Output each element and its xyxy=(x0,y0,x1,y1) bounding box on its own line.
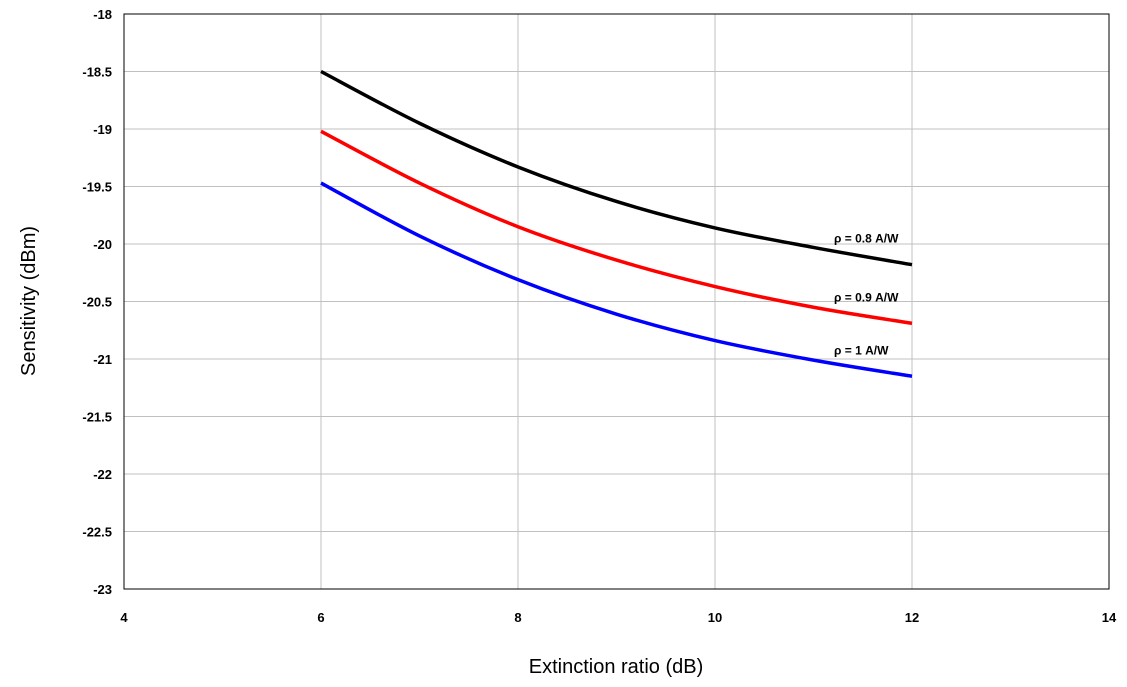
y-tick-label: -19.5 xyxy=(82,180,112,195)
series-line-3 xyxy=(320,181,913,378)
x-tick-label: 12 xyxy=(905,610,919,625)
x-tick-label: 6 xyxy=(317,610,324,625)
y-tick-label: -18.5 xyxy=(82,65,112,80)
y-tick-label: -18 xyxy=(93,7,112,22)
y-tick-label: -23 xyxy=(93,582,112,597)
y-tick-label: -20.5 xyxy=(82,295,112,310)
y-tick-label: -22 xyxy=(93,467,112,482)
x-axis-title: Extinction ratio (dB) xyxy=(529,656,704,678)
y-tick-label: -20 xyxy=(93,237,112,252)
x-tick-label: 4 xyxy=(120,610,128,625)
y-tick-label: -19 xyxy=(93,122,112,137)
y-axis-title: Sensitivity (dBm) xyxy=(18,226,40,376)
series-lines xyxy=(320,69,913,378)
y-tick-label: -21 xyxy=(93,352,112,367)
series-label-3: ρ = 1 A/W xyxy=(834,343,889,357)
y-tick-label: -22.5 xyxy=(82,525,112,540)
series-line-2 xyxy=(320,129,913,326)
plot-frame xyxy=(123,13,1110,590)
x-tick-label: 10 xyxy=(708,610,722,625)
series-label-2: ρ = 0.9 A/W xyxy=(834,290,899,304)
grid-lines xyxy=(124,14,1109,589)
x-tick-label: 14 xyxy=(1102,610,1117,625)
series-label-1: ρ = 0.8 A/W xyxy=(834,232,899,246)
x-tick-label: 8 xyxy=(514,610,521,625)
series-line-1 xyxy=(320,69,913,267)
y-tick-labels: -18 -18.5 -19 -19.5 -20 -20.5 -21 -21.5 -22 -22.5… xyxy=(82,7,112,597)
y-tick-label: -21.5 xyxy=(82,410,112,425)
x-tick-labels: 4 6 8 10 12 14 xyxy=(120,610,1117,625)
series-labels: ρ = 0.8 A/W ρ = 0.9 A/W ρ = 1 A/W xyxy=(834,232,899,358)
